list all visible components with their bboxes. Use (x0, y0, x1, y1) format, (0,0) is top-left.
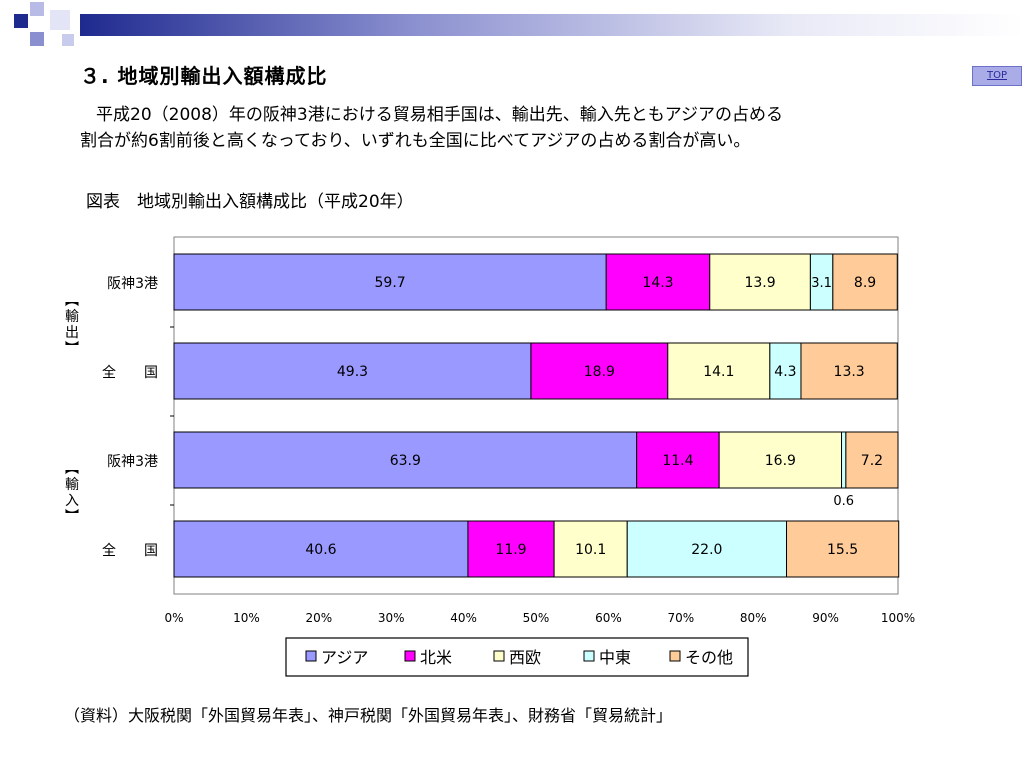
bar-segment (842, 432, 846, 488)
x-tick-label: 0% (164, 611, 183, 625)
x-tick-label: 50% (523, 611, 550, 625)
x-tick-label: 40% (450, 611, 477, 625)
group-label-char: 出 (65, 325, 79, 341)
category-label: 阪神3港 (107, 454, 158, 470)
group-label-char: ︼ (65, 509, 79, 525)
bar-value-label: 0.6 (833, 494, 854, 509)
bar-value-label: 59.7 (375, 275, 406, 291)
bar-value-label: 13.3 (834, 364, 865, 380)
bar-value-label: 10.1 (575, 542, 606, 558)
legend-swatch (494, 651, 504, 661)
bar-value-label: 8.9 (854, 275, 876, 291)
legend-swatch (405, 651, 415, 661)
group-label: ︻輸入︼ (65, 461, 79, 525)
bar-value-label: 11.4 (662, 453, 693, 469)
group-label-char: ︻ (65, 461, 79, 477)
x-tick-label: 100% (881, 611, 915, 625)
legend-label: 北米 (420, 648, 452, 667)
group-label-char: 輸 (65, 477, 79, 493)
bar-value-label: 14.3 (642, 275, 673, 291)
x-tick-label: 30% (378, 611, 405, 625)
bar-value-label: 18.9 (584, 364, 615, 380)
legend-swatch (584, 651, 594, 661)
legend-label: 中東 (599, 648, 631, 667)
stacked-bar-chart: 59.7 14.3 13.9 3.1 8.9 阪神3港 49.3 18.9 14.1 4.3 13.… (0, 0, 1024, 768)
group-label: ︻輸出︼ (65, 293, 79, 357)
group-label-char: 入 (65, 493, 79, 509)
legend-label: その他 (685, 648, 733, 667)
bar-value-label: 63.9 (390, 453, 421, 469)
bar-value-label: 40.6 (305, 542, 336, 558)
x-tick-label: 80% (740, 611, 767, 625)
bar-value-label: 22.0 (691, 542, 722, 558)
x-tick-label: 20% (305, 611, 332, 625)
bar-value-label: 49.3 (337, 364, 368, 380)
category-label: 全 国 (102, 542, 158, 559)
legend-label: アジア (321, 648, 368, 667)
x-tick-label: 70% (667, 611, 694, 625)
x-tick-label: 10% (233, 611, 260, 625)
category-label: 阪神3港 (107, 276, 158, 292)
legend-swatch (670, 651, 680, 661)
bar-value-label: 11.9 (495, 542, 526, 558)
source-note: （資料）大阪税関「外国貿易年表」、神戸税関「外国貿易年表」、財務省「貿易統計」 (64, 702, 672, 726)
x-tick-label: 60% (595, 611, 622, 625)
bar-value-label: 7.2 (861, 453, 883, 469)
category-label: 全 国 (102, 364, 158, 381)
x-tick-label: 90% (812, 611, 839, 625)
bar-value-label: 3.1 (811, 276, 832, 291)
group-label-char: ︼ (65, 341, 79, 357)
legend-swatch (306, 651, 316, 661)
bar-value-label: 16.9 (765, 453, 796, 469)
group-label-char: 輸 (65, 309, 79, 325)
legend-label: 西欧 (509, 648, 541, 667)
bar-value-label: 13.9 (744, 275, 775, 291)
bar-value-label: 14.1 (703, 364, 734, 380)
bar-value-label: 4.3 (774, 364, 796, 380)
group-label-char: ︻ (65, 293, 79, 309)
bar-value-label: 15.5 (827, 542, 858, 558)
